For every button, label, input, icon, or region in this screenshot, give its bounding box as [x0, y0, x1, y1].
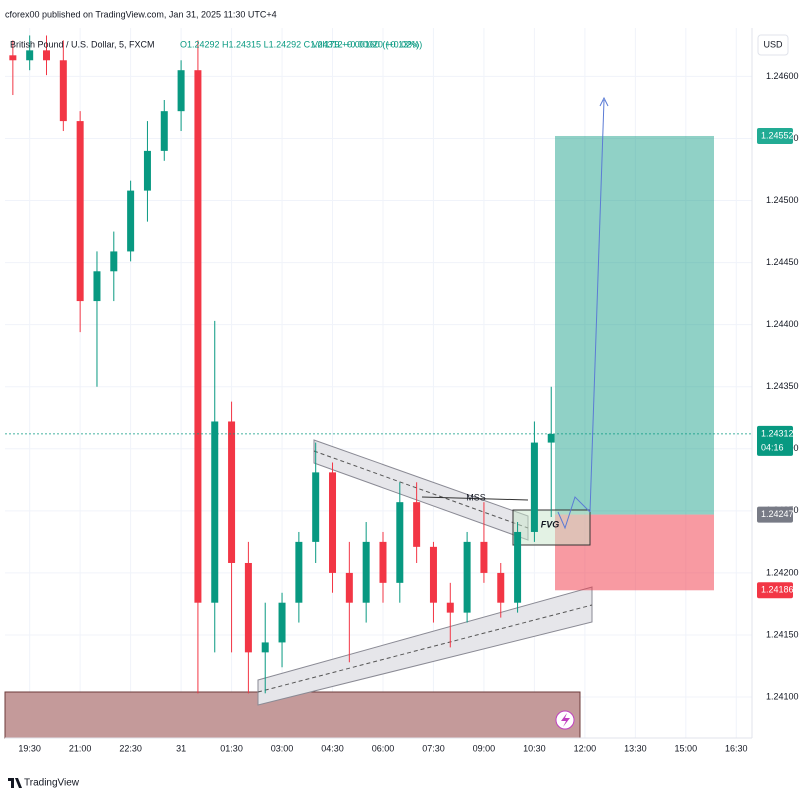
y-tick-label: 1.24500: [766, 195, 799, 205]
candle-body: [278, 602, 286, 643]
price-tag: [757, 127, 793, 144]
drawing: [557, 496, 591, 530]
candle-body: [76, 121, 84, 302]
footer-brand: TradingView: [24, 778, 80, 789]
volume-value: Vol179 +0.00160 (+0.13%): [312, 39, 419, 49]
candle-body: [110, 251, 118, 272]
candle-body: [446, 602, 454, 613]
candle-body: [497, 572, 505, 603]
x-tick-label: 09:00: [473, 743, 496, 753]
candle-body: [228, 421, 236, 563]
y-tick-label: 1.24400: [766, 319, 799, 329]
x-tick-label: 16:30: [725, 743, 748, 753]
ohlc-values: O1.24292 H1.24315 L1.24292 C1.24312 +0.0…: [180, 39, 422, 49]
price-tag: [757, 582, 793, 599]
price-tag: [757, 506, 793, 523]
candle-body: [43, 50, 50, 61]
drawing: [421, 496, 529, 501]
x-tick-label: 07:30: [422, 743, 445, 753]
candle-body: [429, 546, 437, 603]
candle-body: [127, 190, 135, 252]
countdown: 04:16: [761, 442, 784, 452]
x-tick-label: 06:00: [372, 743, 395, 753]
candle-body: [329, 472, 337, 573]
candle-body: [93, 271, 101, 302]
candle-body: [261, 642, 269, 653]
candle-body: [514, 531, 522, 603]
candle-body: [26, 50, 34, 61]
price-tag: [757, 425, 793, 456]
x-tick-label: 12:00: [574, 743, 597, 753]
x-tick-label: 22:30: [119, 743, 142, 753]
annotation: MSS: [466, 492, 486, 502]
x-tick-label: 13:30: [624, 743, 647, 753]
profit-zone: [555, 135, 714, 515]
candle-body: [345, 572, 353, 603]
candle-body: [463, 541, 471, 613]
drawing: [561, 713, 570, 727]
symbol-name: British Pound / U.S. Dollar, 5, FXCM: [10, 39, 155, 49]
candle-body: [379, 541, 387, 583]
drawing: [313, 450, 529, 529]
plot-area: MSS FVG: [4, 28, 752, 739]
y-tick-label: 1.24350: [766, 381, 799, 391]
x-tick-label: 21:00: [69, 743, 92, 753]
drawing: [257, 604, 593, 693]
published-note: cforex00 published on TradingView.com, J…: [5, 9, 277, 19]
x-tick-label: 03:00: [271, 743, 294, 753]
candle-body: [160, 111, 168, 151]
y-tick-label: 1.24200: [766, 567, 799, 577]
annotation: FVG: [541, 519, 560, 529]
candle-body: [211, 421, 219, 603]
drawing: [589, 99, 605, 513]
x-tick-label: 10:30: [523, 743, 546, 753]
y-tick-label: 1.24600: [766, 71, 799, 81]
y-tick-label: 1.24150: [766, 629, 799, 639]
x-tick-label: 04:30: [321, 743, 344, 753]
candle-body: [9, 55, 17, 61]
price-tag-label: 1.24312: [761, 428, 794, 438]
y-tick-label: 1.24450: [766, 257, 799, 267]
candle-body: [362, 541, 370, 603]
x-tick-label: 01:30: [220, 743, 243, 753]
drawing: [257, 586, 593, 706]
candle-body: [177, 70, 185, 112]
drawing: [599, 96, 609, 107]
candle-body: [312, 472, 320, 542]
candle-body: [530, 442, 538, 532]
candle-body: [244, 562, 252, 653]
candle-body: [547, 433, 555, 443]
price-tag-label: 1.24552: [761, 130, 794, 140]
candle-body: [194, 70, 202, 603]
candle-body: [480, 541, 488, 573]
logo-icon: [8, 778, 22, 788]
x-tick-label: 31: [176, 743, 186, 753]
x-tick-label: 15:00: [675, 743, 698, 753]
price-tag-label: 1.24186: [761, 585, 794, 595]
candle-body: [396, 502, 404, 583]
drawing: [4, 691, 581, 739]
x-tick-label: 19:30: [18, 743, 41, 753]
currency-button[interactable]: [757, 34, 789, 56]
candle-body: [295, 541, 303, 603]
y-tick-label: 1.24100: [766, 691, 799, 701]
price-tag-label: 1.24247: [761, 509, 794, 519]
candle-body: [59, 60, 67, 122]
candle-body: [413, 502, 421, 547]
candle-body: [143, 150, 151, 191]
currency-label[interactable]: USD: [763, 39, 783, 49]
